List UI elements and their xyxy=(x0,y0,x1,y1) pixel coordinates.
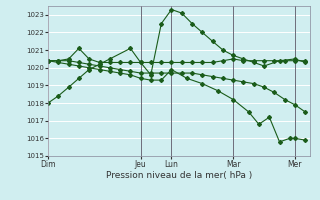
X-axis label: Pression niveau de la mer( hPa ): Pression niveau de la mer( hPa ) xyxy=(106,171,252,180)
